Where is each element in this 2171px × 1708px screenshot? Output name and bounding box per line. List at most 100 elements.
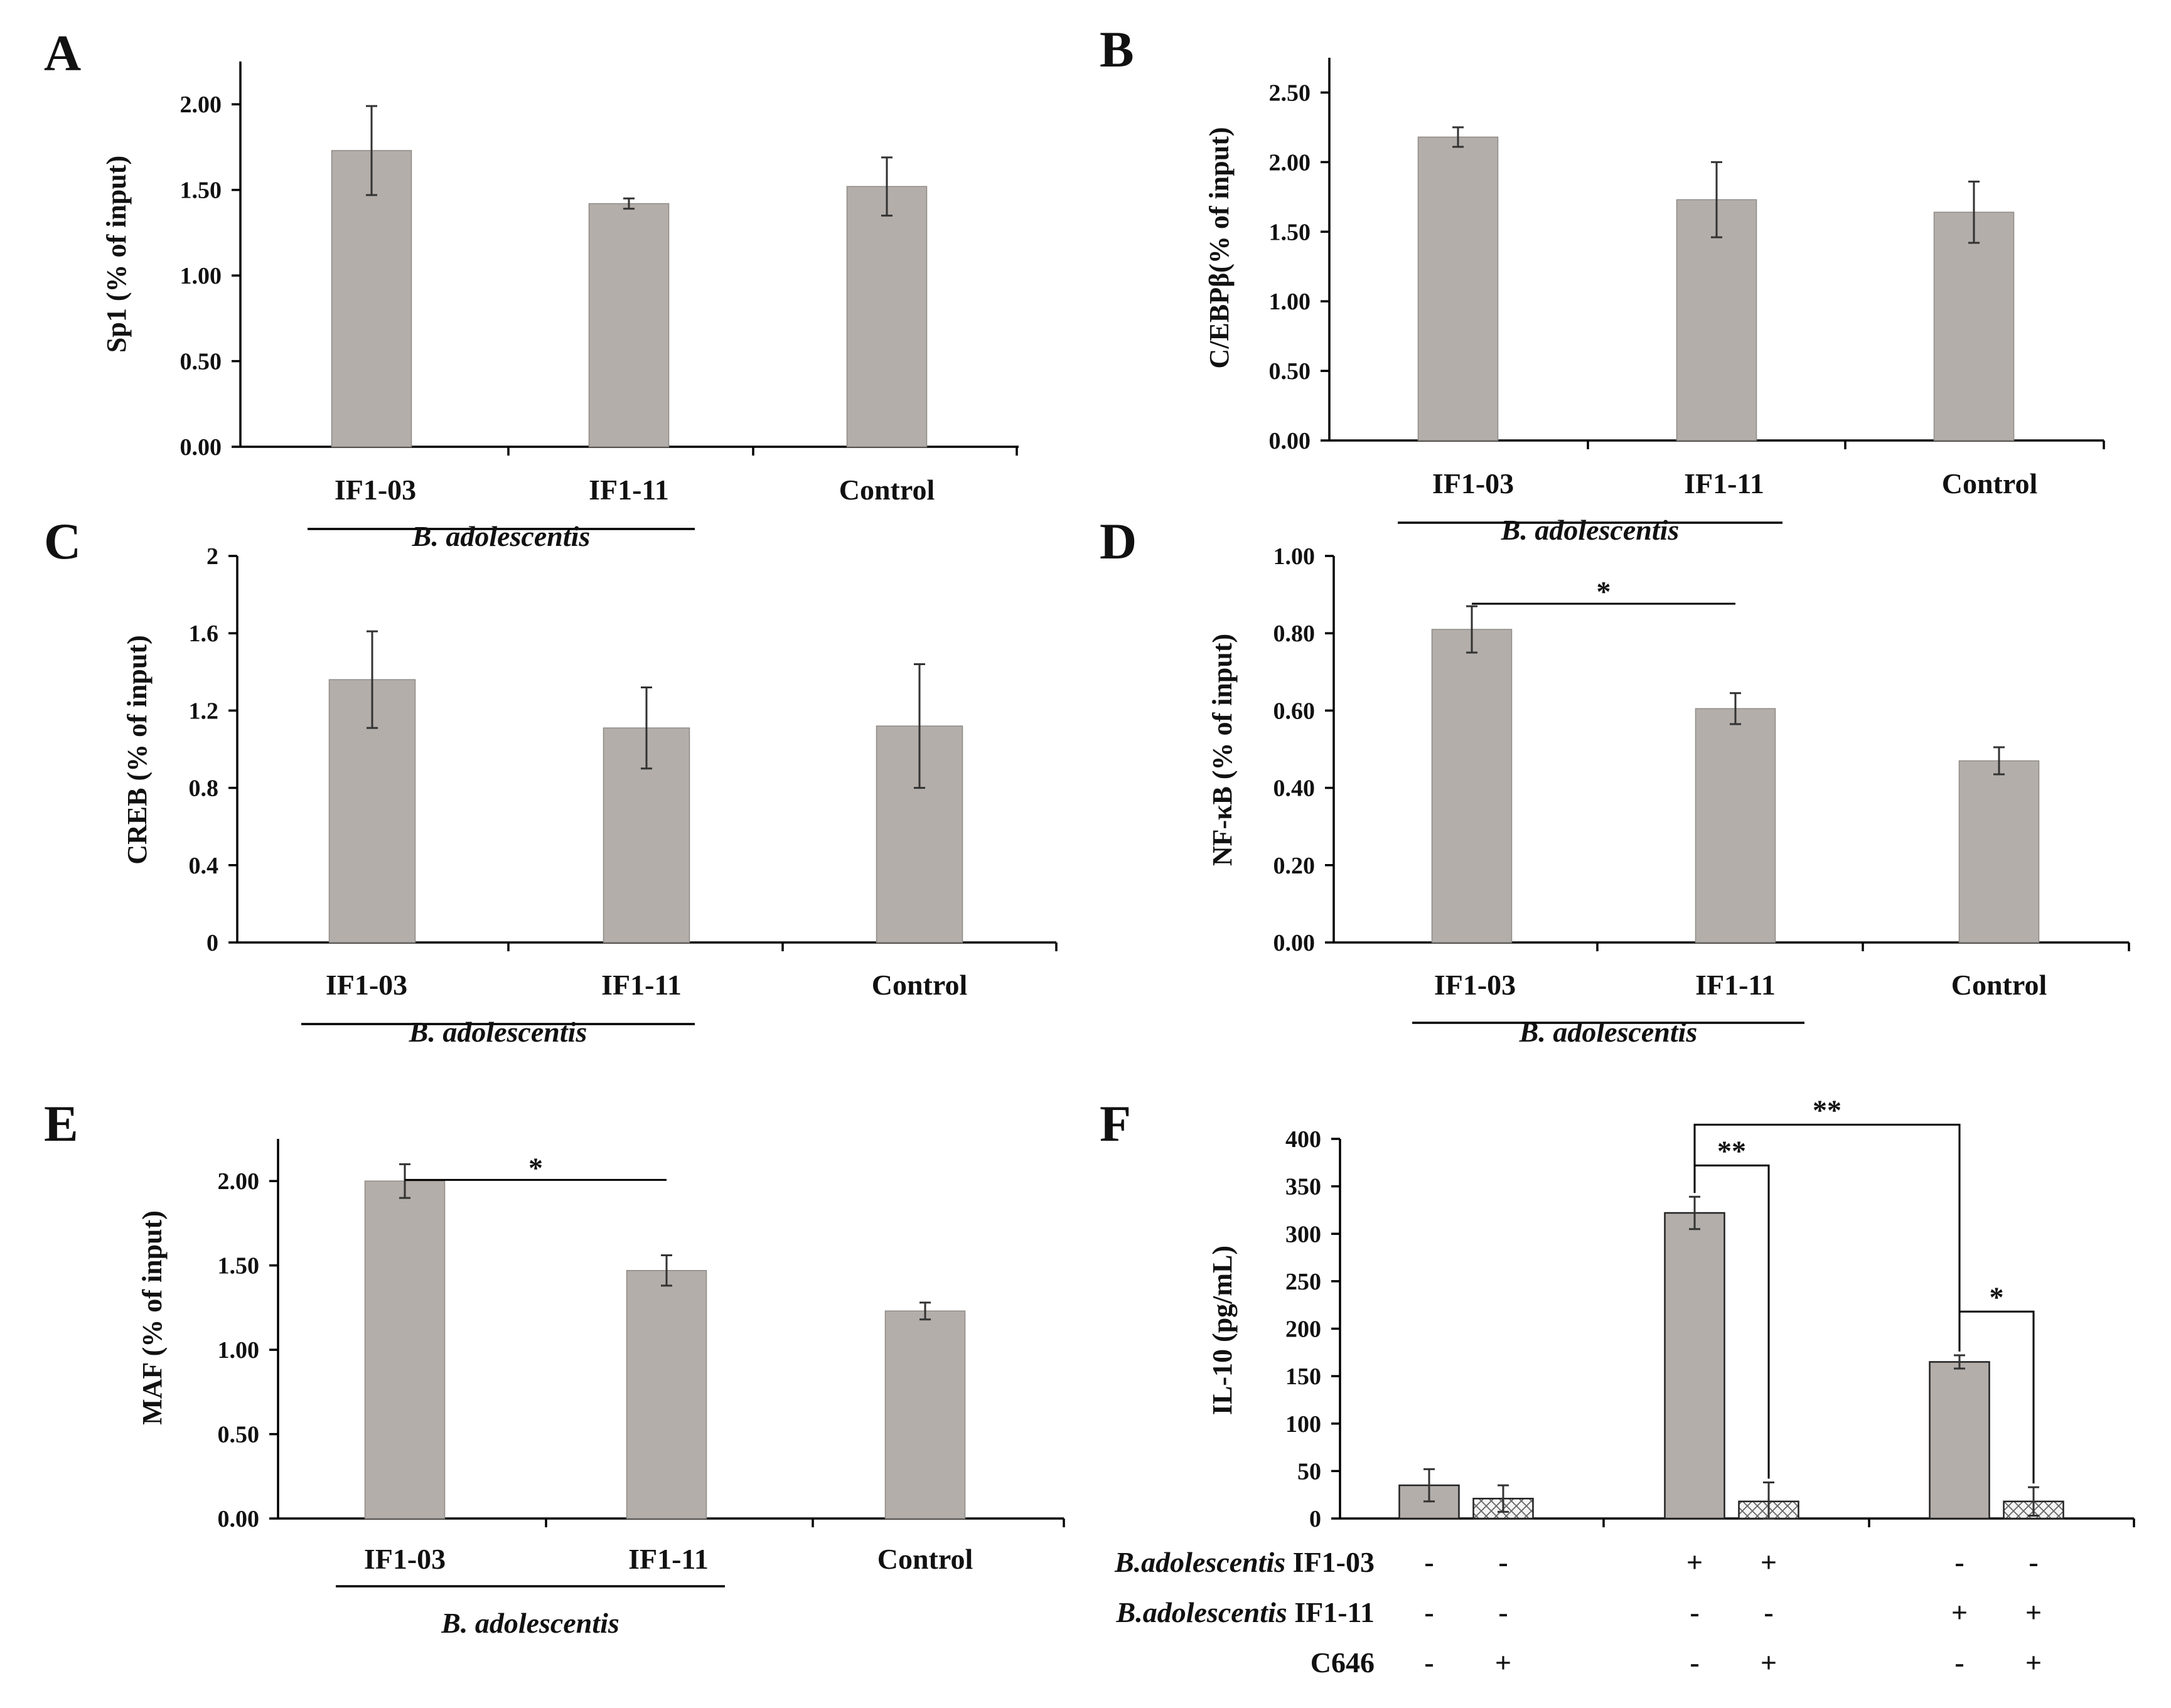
y-tick-label: 2.00 — [1269, 149, 1311, 176]
y-tick-label: 0.8 — [189, 776, 219, 802]
treatment-sign: - — [1424, 1596, 1434, 1628]
bar — [1695, 708, 1776, 943]
category-label: IF1-11 — [1695, 969, 1776, 1001]
category-label: IF1-03 — [326, 969, 407, 1001]
category-label: IF1-03 — [1434, 969, 1516, 1001]
category-label: Control — [1951, 969, 2047, 1001]
category-label: Control — [872, 969, 968, 1001]
y-axis-title: CREB (% of input) — [122, 635, 153, 865]
treatment-sign: + — [2025, 1596, 2042, 1628]
y-tick-label: 0.50 — [1269, 358, 1311, 385]
bar — [1676, 199, 1757, 441]
panel-label: C — [44, 513, 81, 570]
y-axis-title: C/EBPβ(% of input) — [1204, 127, 1235, 369]
treatment-label: B.adolescentis IF1-11 — [1116, 1596, 1375, 1628]
y-tick-label: 1.50 — [1269, 219, 1311, 245]
y-tick-label: 2.50 — [1269, 80, 1311, 106]
y-tick-label: 250 — [1285, 1269, 1321, 1295]
y-tick-label: 0 — [1309, 1506, 1321, 1532]
y-tick-label: 0.20 — [1273, 853, 1316, 879]
group-label: B. adolescentis — [441, 1607, 619, 1639]
y-axis-title: IL-10 (pg/mL) — [1207, 1246, 1238, 1415]
treatment-label-italic: B.adolescentis — [1114, 1546, 1285, 1578]
category-label: IF1-11 — [601, 969, 682, 1001]
y-tick-label: 0.50 — [218, 1422, 260, 1448]
panel-label: D — [1100, 513, 1137, 570]
significance-star: * — [528, 1151, 543, 1183]
category-label: IF1-03 — [335, 474, 416, 506]
significance-bracket — [1958, 1310, 2035, 1484]
treatment-sign: - — [1690, 1647, 1699, 1679]
category-label: IF1-03 — [1432, 467, 1514, 499]
y-tick-label: 0.00 — [180, 434, 222, 461]
treatment-sign: - — [1690, 1596, 1699, 1628]
y-tick-label: 1.00 — [1273, 543, 1316, 570]
significance-bracket — [1693, 1123, 1961, 1312]
category-label: IF1-11 — [628, 1543, 709, 1575]
panel-label: A — [44, 24, 81, 82]
y-tick-label: 1.00 — [180, 263, 222, 289]
y-tick-label: 1.50 — [180, 178, 222, 204]
bar — [588, 203, 670, 447]
treatment-label-rest: C646 — [1311, 1647, 1375, 1679]
treatment-sign: - — [1764, 1596, 1773, 1628]
panel-D: D 0.00 0.20 0.40 0.60 0.80 1.00 NF-κB (% of inp… — [1100, 513, 2130, 1048]
y-tick-label: 150 — [1285, 1364, 1321, 1390]
bar — [626, 1269, 707, 1519]
category-label: Control — [839, 474, 935, 506]
y-tick-label: 2.00 — [180, 92, 222, 118]
significance-star: * — [1597, 575, 1611, 607]
bar — [846, 186, 928, 447]
group-label: B. adolescentis — [1501, 514, 1680, 546]
treatment-sign: + — [2025, 1647, 2042, 1679]
y-tick-label: 50 — [1297, 1458, 1321, 1485]
significance-star: ** — [1813, 1094, 1841, 1126]
bar — [1933, 211, 2015, 441]
y-tick-label: 0.00 — [218, 1506, 260, 1532]
treatment-label-italic: B.adolescentis — [1116, 1596, 1287, 1628]
bar — [1929, 1361, 1990, 1520]
treatment-sign: - — [1954, 1647, 1964, 1679]
treatment-sign: - — [1498, 1546, 1508, 1578]
bar — [1417, 136, 1499, 441]
bar — [1431, 629, 1513, 943]
bar — [1958, 760, 2040, 943]
y-tick-label: 2.00 — [218, 1168, 260, 1195]
y-axis-title: MAF (% of input) — [137, 1210, 168, 1425]
y-tick-label: 350 — [1285, 1174, 1321, 1200]
y-axis-title: Sp1 (% of input) — [101, 156, 132, 353]
bar — [884, 1310, 966, 1519]
y-tick-label: 300 — [1285, 1221, 1321, 1247]
y-tick-label: 1.00 — [1269, 289, 1311, 315]
treatment-label-rest: IF1-03 — [1285, 1546, 1375, 1578]
panel-C: C 0 0.4 0.8 1.2 1.6 2 CREB (% of input) IF1-03 IF… — [44, 513, 1058, 1048]
category-label: Control — [877, 1543, 973, 1575]
y-tick-label: 0.4 — [189, 853, 219, 879]
category-label: IF1-11 — [589, 474, 669, 506]
bar — [364, 1180, 446, 1519]
y-tick-label: 0.00 — [1269, 428, 1311, 454]
category-label: IF1-03 — [364, 1543, 446, 1575]
y-tick-label: 1.6 — [189, 621, 219, 647]
y-tick-label: 0.80 — [1273, 621, 1316, 647]
panel-E: E 0.00 0.50 1.00 1.50 2.00 MAF (% of input) IF1… — [44, 1095, 1065, 1639]
treatment-sign: - — [1424, 1647, 1434, 1679]
treatment-sign: + — [1495, 1647, 1511, 1679]
y-tick-label: 1.00 — [218, 1337, 260, 1364]
treatment-label: C646 — [1311, 1647, 1375, 1679]
y-tick-label: 0 — [206, 930, 218, 956]
significance-star: ** — [1717, 1134, 1746, 1166]
group-label: B. adolescentis — [1519, 1016, 1698, 1048]
y-axis-title: NF-κB (% of input) — [1207, 634, 1238, 866]
panel-B: B 0.00 0.50 1.00 1.50 2.00 2.50 C/EBPβ(% of inp… — [1100, 21, 2105, 546]
group-label: B. adolescentis — [412, 520, 591, 552]
treatment-sign: - — [2029, 1546, 2038, 1578]
y-tick-label: 200 — [1285, 1316, 1321, 1343]
treatment-sign: - — [1424, 1546, 1434, 1578]
y-tick-label: 0.40 — [1273, 776, 1316, 802]
panel-label: B — [1100, 21, 1134, 78]
group-label: B. adolescentis — [409, 1016, 587, 1048]
y-tick-label: 400 — [1285, 1126, 1321, 1153]
